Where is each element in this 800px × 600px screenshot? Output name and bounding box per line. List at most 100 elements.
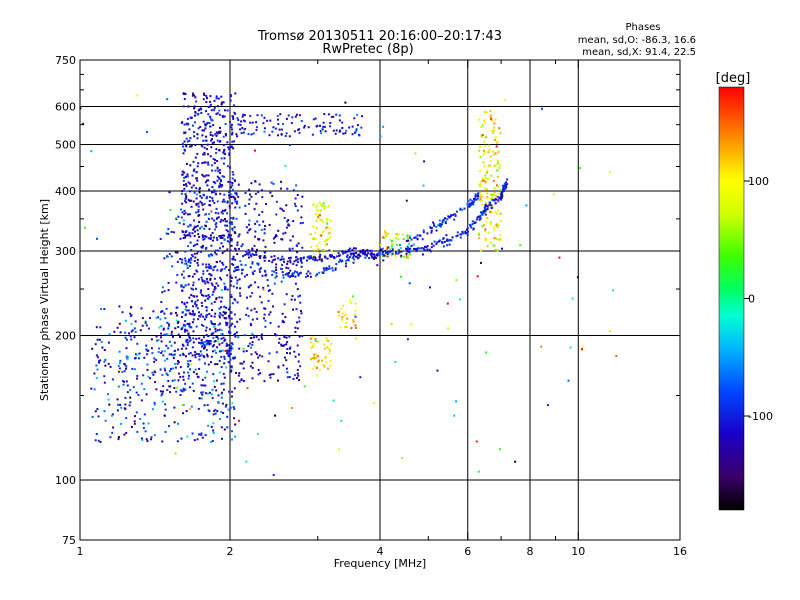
data-point <box>184 308 187 311</box>
x-axis-label: Frequency [MHz] <box>334 557 426 570</box>
data-point <box>187 283 190 286</box>
trace-point <box>283 260 285 263</box>
data-point <box>251 261 254 264</box>
data-point <box>239 260 242 263</box>
data-point <box>218 350 221 353</box>
data-point <box>193 252 196 255</box>
data-point <box>493 194 496 197</box>
data-point <box>215 336 218 339</box>
data-point <box>195 303 198 306</box>
data-point <box>190 199 193 202</box>
data-point <box>198 367 201 370</box>
data-point <box>200 301 203 304</box>
data-point <box>207 281 210 284</box>
data-point <box>251 262 254 265</box>
data-point <box>281 312 284 315</box>
info-title: Phases <box>625 22 660 33</box>
data-point <box>222 263 225 266</box>
data-point <box>221 175 224 178</box>
data-point <box>205 174 208 177</box>
data-point <box>150 436 153 439</box>
data-point <box>326 239 329 242</box>
data-point <box>207 339 210 342</box>
trace-point <box>480 211 483 214</box>
data-point <box>325 339 328 342</box>
trace-point <box>483 206 486 209</box>
data-point <box>199 315 202 318</box>
data-point <box>184 284 187 287</box>
data-point <box>292 377 295 380</box>
data-point <box>177 360 179 362</box>
trace-point <box>328 265 331 268</box>
data-point <box>192 318 195 321</box>
data-point <box>192 341 195 344</box>
trace-point <box>471 220 474 223</box>
trace-point <box>466 204 469 207</box>
trace-point <box>398 249 400 252</box>
data-point <box>162 390 164 393</box>
data-point <box>196 258 199 261</box>
trace-point <box>501 195 504 198</box>
data-point <box>203 129 206 132</box>
data-point <box>151 408 154 411</box>
data-point <box>499 212 502 215</box>
data-point <box>204 247 207 250</box>
data-point <box>269 376 272 379</box>
data-point <box>161 392 164 395</box>
data-point <box>496 249 499 252</box>
data-point <box>492 244 495 247</box>
data-point <box>200 196 203 199</box>
data-point <box>230 234 233 237</box>
data-point <box>166 357 169 360</box>
trace-point <box>251 249 254 252</box>
data-point <box>223 267 226 270</box>
data-point <box>236 200 239 203</box>
data-point <box>208 313 211 315</box>
data-point <box>200 353 203 356</box>
data-point <box>494 164 497 167</box>
data-point <box>177 320 180 323</box>
data-point <box>167 281 170 284</box>
data-point <box>187 365 189 368</box>
trace-point <box>258 270 261 273</box>
trace-point <box>345 255 348 258</box>
data-point <box>609 171 611 174</box>
data-point <box>205 314 208 317</box>
data-point <box>155 359 158 361</box>
data-point <box>233 270 236 273</box>
trace-point <box>422 253 424 256</box>
data-point <box>164 317 167 320</box>
data-point <box>354 309 357 312</box>
data-point <box>608 330 611 333</box>
data-point <box>184 250 187 253</box>
data-point <box>140 437 143 440</box>
data-point <box>209 125 212 128</box>
data-point <box>321 249 324 251</box>
data-point <box>181 190 184 192</box>
data-point <box>280 128 283 131</box>
data-point <box>157 339 160 342</box>
data-point <box>238 419 241 422</box>
data-point <box>237 235 240 238</box>
data-point <box>258 354 261 357</box>
data-point <box>490 241 493 244</box>
data-point <box>480 180 483 183</box>
data-point <box>349 299 352 302</box>
data-point <box>241 362 244 365</box>
data-point <box>188 258 190 261</box>
data-point <box>205 235 208 238</box>
data-point <box>224 208 227 211</box>
data-point <box>231 128 233 131</box>
trace-point <box>331 254 333 257</box>
data-point <box>344 326 347 329</box>
data-point <box>191 94 194 97</box>
data-point <box>226 200 229 203</box>
data-point <box>247 133 250 136</box>
data-point <box>354 302 357 305</box>
data-point <box>216 249 219 252</box>
data-point <box>244 120 247 123</box>
data-point <box>181 173 184 176</box>
data-point <box>297 360 300 363</box>
data-point <box>201 280 204 283</box>
data-point <box>188 233 191 236</box>
